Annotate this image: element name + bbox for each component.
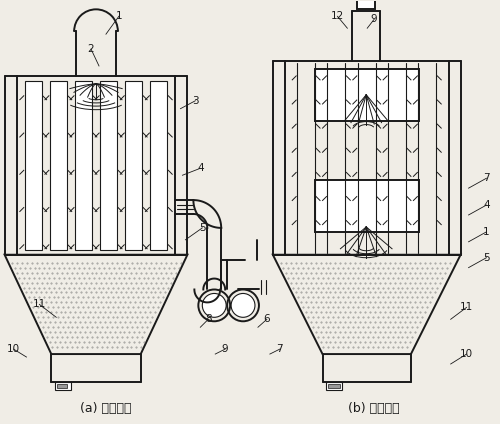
Text: 12: 12 (331, 11, 344, 21)
Text: 4: 4 (483, 200, 490, 210)
Bar (75, 81, 92, 250)
Text: 7: 7 (276, 344, 283, 354)
Bar (358, 0, 375, 9)
Bar (25, 81, 42, 250)
Bar (50, 81, 67, 250)
Text: 3: 3 (192, 96, 198, 106)
Text: (a) 上进气式: (a) 上进气式 (80, 402, 132, 415)
Text: 4: 4 (197, 163, 203, 173)
Text: 11: 11 (460, 302, 473, 312)
Text: 6: 6 (264, 314, 270, 324)
Bar (314, 69, 419, 120)
Text: 1: 1 (116, 11, 122, 21)
Text: 9: 9 (371, 14, 378, 24)
Bar (326, 382, 342, 390)
Text: 9: 9 (222, 344, 228, 354)
Bar (314, 180, 419, 232)
Text: 11: 11 (33, 299, 46, 310)
Circle shape (202, 293, 226, 317)
Text: 5: 5 (199, 223, 205, 233)
Bar (100, 81, 117, 250)
Circle shape (231, 293, 255, 317)
Text: 7: 7 (483, 173, 490, 183)
Bar (58, 384, 67, 388)
Text: 10: 10 (7, 344, 20, 354)
Bar (328, 384, 340, 388)
Bar (56, 382, 71, 390)
Text: 2: 2 (88, 44, 94, 54)
Text: 8: 8 (205, 314, 212, 324)
Text: (b) 下进气式: (b) 下进气式 (348, 402, 400, 415)
Text: 1: 1 (483, 227, 490, 237)
Bar (126, 81, 142, 250)
Text: 10: 10 (460, 349, 473, 359)
Bar (150, 81, 168, 250)
Text: 5: 5 (483, 253, 490, 263)
